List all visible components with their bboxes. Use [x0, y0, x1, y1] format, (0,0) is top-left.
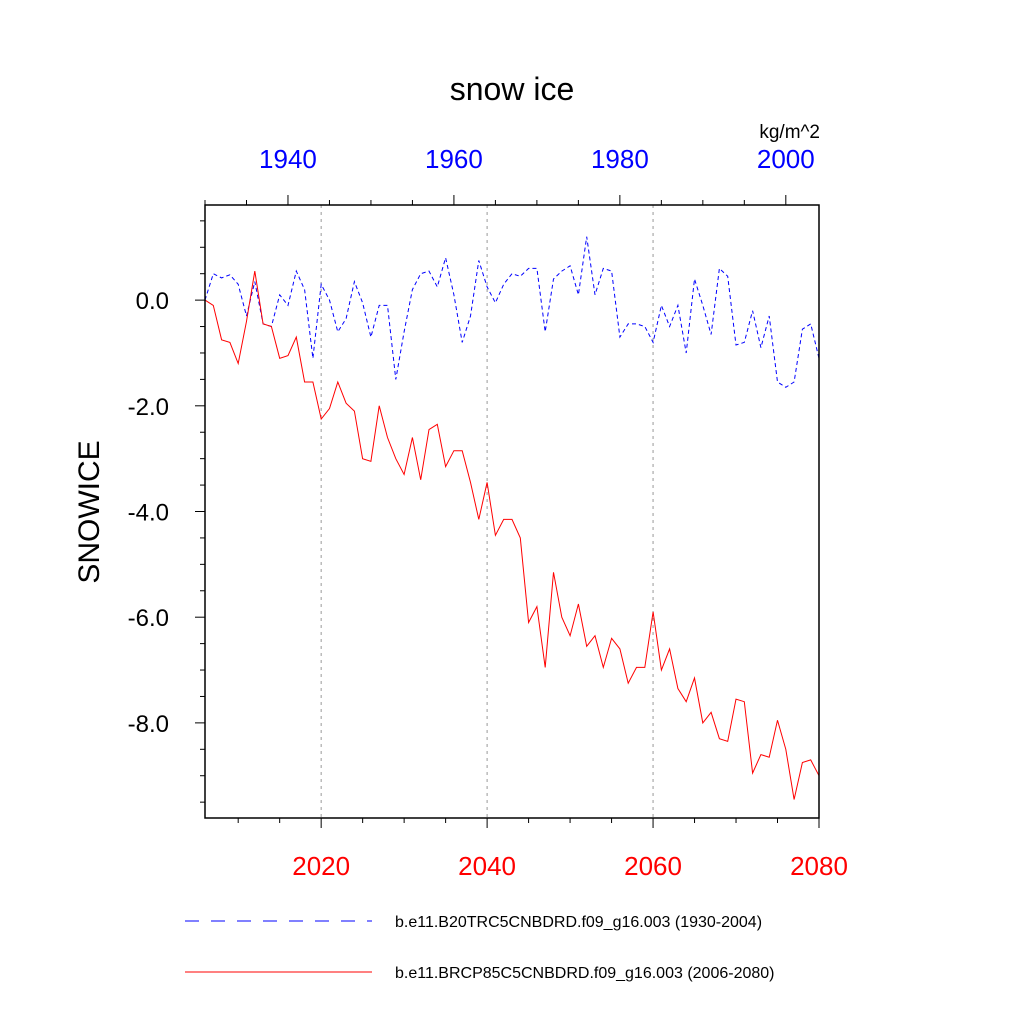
y-axis-label: SNOWICE — [73, 440, 106, 583]
bottom-x-tick-label: 2040 — [458, 851, 516, 881]
data-series — [204, 236, 820, 800]
y-tick-label: -8.0 — [128, 711, 169, 738]
series-line-1 — [204, 271, 820, 800]
top-x-tick-label: 2000 — [757, 144, 815, 174]
y-tick-label: -4.0 — [128, 500, 169, 527]
series-line-0 — [204, 236, 820, 388]
legend-label-historical: b.e11.B20TRC5CNBDRD.f09_g16.003 (1930-20… — [395, 914, 762, 931]
top-x-tick-label: 1940 — [259, 144, 317, 174]
y-tick-label: -2.0 — [128, 394, 169, 421]
y-tick-label: -6.0 — [128, 605, 169, 632]
plot-frame — [204, 204, 820, 819]
units-label: kg/m^2 — [759, 122, 820, 143]
legend: b.e11.B20TRC5CNBDRD.f09_g16.003 (1930-20… — [185, 914, 774, 982]
axes: 0.0 -2.0 -4.0 -6.0 -8.0 2020 2040 2060 2080 1940 1… — [128, 144, 848, 881]
bottom-x-tick-label: 2020 — [292, 851, 350, 881]
bottom-x-tick-label: 2060 — [624, 851, 682, 881]
y-tick-label: 0.0 — [136, 288, 169, 315]
chart-title: snow ice — [450, 71, 575, 107]
top-x-tick-label: 1960 — [425, 144, 483, 174]
top-x-tick-label: 1980 — [591, 144, 649, 174]
bottom-x-tick-label: 2080 — [790, 851, 848, 881]
legend-label-rcp85: b.e11.BRCP85C5CNBDRD.f09_g16.003 (2006-2… — [395, 965, 774, 982]
